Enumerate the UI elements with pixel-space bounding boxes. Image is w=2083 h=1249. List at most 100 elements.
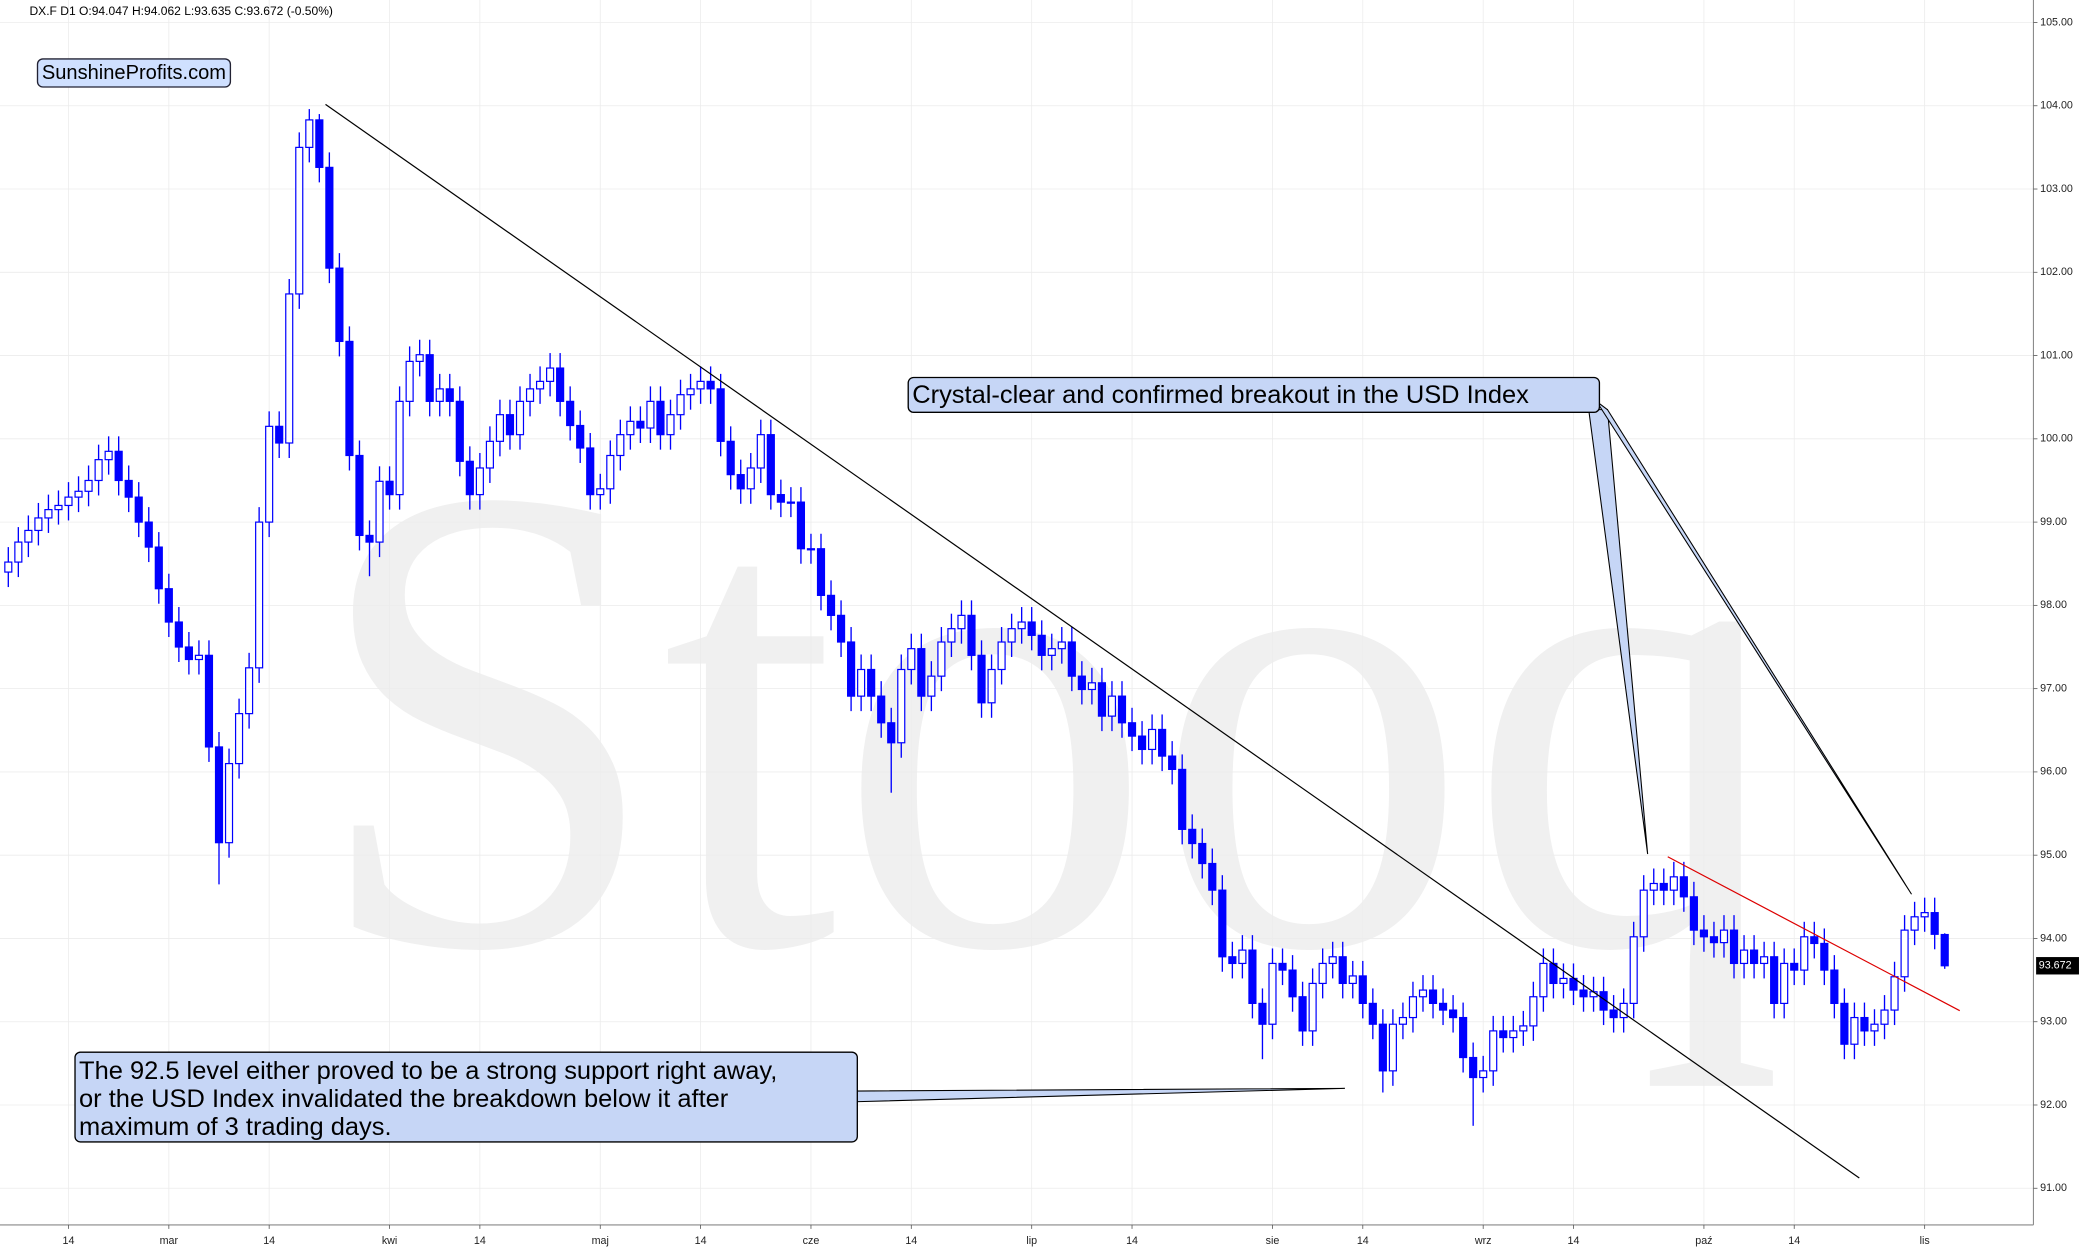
candle-body	[556, 367, 565, 402]
candle-body	[495, 414, 505, 442]
candle-body	[1037, 634, 1046, 656]
candle-body	[1489, 1030, 1498, 1072]
candle-body	[806, 548, 816, 551]
candle-body	[64, 496, 73, 507]
candle-body	[756, 434, 765, 469]
candle-body	[124, 479, 133, 498]
candle-body	[1087, 682, 1096, 691]
candle-body	[445, 388, 454, 402]
candle-body	[4, 561, 13, 573]
y-tick-label: 91.00	[2040, 1182, 2067, 1194]
candle-body	[1559, 977, 1568, 985]
candle-body	[967, 614, 976, 656]
candle-body	[1127, 722, 1137, 737]
brand-box	[36, 58, 232, 88]
candle-body	[847, 641, 856, 697]
candle-body	[1228, 956, 1237, 965]
candle-body	[1318, 962, 1327, 985]
candle-body	[1780, 962, 1789, 1005]
candle-body	[214, 746, 224, 844]
candle-body	[194, 654, 204, 661]
candle-body	[255, 521, 264, 669]
candle-body	[1469, 1056, 1478, 1079]
candle-body	[285, 293, 294, 444]
candle-body	[1449, 1009, 1458, 1019]
candle-body	[576, 424, 585, 449]
candle-body	[395, 400, 404, 496]
candle-body	[826, 594, 836, 616]
candle-body	[656, 400, 665, 436]
candle-body	[1920, 912, 1929, 918]
candle-body	[1659, 882, 1668, 891]
candle-body	[877, 695, 886, 724]
candle-body	[1739, 949, 1749, 965]
candle-body	[1579, 989, 1588, 998]
candle-body	[1137, 735, 1147, 751]
candle-body	[1800, 936, 1809, 971]
candle-body	[1117, 695, 1127, 724]
y-tick-label: 94.00	[2040, 932, 2067, 944]
candle-body	[1629, 936, 1638, 1005]
candle-body	[1308, 982, 1317, 1032]
y-tick-label: 96.00	[2040, 766, 2067, 778]
candle-body	[405, 360, 414, 402]
candle-body	[1649, 882, 1658, 891]
candle-body	[325, 166, 334, 269]
candle-body	[1699, 929, 1709, 938]
candle-body	[937, 641, 946, 677]
candle-body	[1338, 956, 1347, 985]
x-tick-label: cze	[803, 1235, 820, 1247]
candle-body	[1940, 933, 1949, 967]
candle-body	[44, 509, 53, 519]
candle-body	[315, 119, 324, 168]
candles	[4, 109, 1949, 1126]
candle-body	[114, 450, 123, 482]
candle-body	[1328, 956, 1337, 965]
y-tick-label: 97.00	[2040, 682, 2067, 694]
y-tick-label: 98.00	[2040, 599, 2067, 611]
candle-body	[425, 354, 434, 402]
candle-body	[1208, 862, 1217, 891]
candle-body	[1408, 996, 1418, 1019]
candle-body	[1850, 1016, 1859, 1045]
candle-body	[1760, 956, 1769, 965]
x-tick-label: 14	[263, 1235, 275, 1247]
last-price-tag	[2036, 957, 2079, 975]
candle-body	[1729, 929, 1739, 965]
candle-body	[927, 675, 936, 697]
candle-body	[626, 420, 635, 436]
candle-body	[907, 648, 916, 671]
candle-body	[14, 541, 23, 563]
candle-body	[455, 400, 464, 462]
axis-labels: 91.00 92.00 93.00 94.00 95.00 96.00 97.00 98.00…	[63, 16, 2079, 1247]
candle-body	[1047, 648, 1056, 656]
candle-body	[686, 388, 695, 396]
candle-body	[54, 504, 63, 511]
candle-body	[1669, 876, 1678, 891]
candle-body	[295, 146, 304, 295]
candle-body	[1027, 621, 1036, 636]
candle-body	[234, 713, 244, 765]
candle-body	[505, 414, 515, 436]
candle-body	[1930, 912, 1939, 935]
candle-body	[1148, 728, 1157, 751]
candle-body	[1398, 1016, 1408, 1025]
candle-body	[1188, 828, 1197, 845]
candle-body	[1298, 996, 1307, 1032]
y-tick-label: 100.00	[2040, 433, 2073, 445]
x-tick-label: 14	[1788, 1235, 1800, 1247]
watermark: Stooq	[311, 347, 1785, 1090]
x-tick-label: 14	[905, 1235, 917, 1247]
candle-body	[465, 460, 474, 496]
y-tick-label: 103.00	[2040, 183, 2073, 195]
y-tick-label: 102.00	[2040, 266, 2073, 278]
candle-body	[355, 454, 364, 537]
candle-body	[515, 400, 525, 436]
candle-body	[204, 654, 214, 748]
candle-body	[1890, 976, 1899, 1011]
candle-body	[184, 646, 193, 661]
x-tick-label: 14	[1126, 1235, 1138, 1247]
x-tick-label: paź	[1695, 1235, 1712, 1247]
candle-body	[1820, 942, 1829, 971]
